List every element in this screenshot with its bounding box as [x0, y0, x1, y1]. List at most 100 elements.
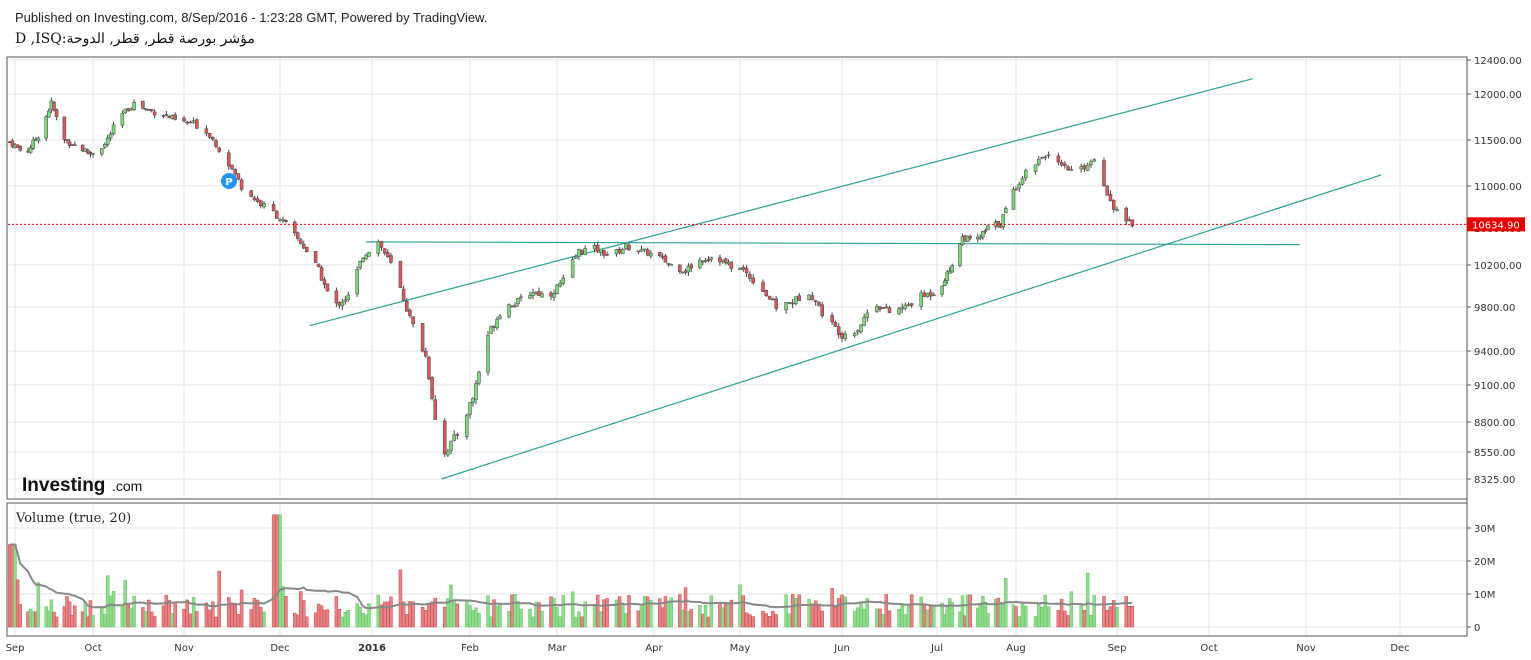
- candle-body: [495, 319, 499, 329]
- x-tick-label: Apr: [645, 643, 663, 654]
- candle-body: [477, 371, 481, 384]
- candle-body: [881, 307, 885, 309]
- volume-bar: [1085, 572, 1090, 628]
- volume-bar: [561, 595, 565, 628]
- candle-body: [706, 259, 711, 261]
- volume-bar: [1108, 606, 1113, 628]
- candle-body: [126, 108, 130, 112]
- x-tick-label: May: [730, 643, 751, 654]
- volume-bar: [489, 616, 493, 628]
- candle-body: [549, 292, 553, 297]
- volume-bar: [748, 614, 752, 628]
- event-marker-circle[interactable]: [221, 173, 237, 189]
- volume-bar: [262, 611, 266, 628]
- candle-body: [170, 115, 175, 119]
- candle-body: [1085, 164, 1090, 171]
- candle-body: [364, 254, 368, 259]
- candle-body: [54, 109, 59, 117]
- volume-bar: [322, 609, 327, 628]
- volume-bar: [887, 610, 892, 628]
- volume-bar: [259, 606, 263, 628]
- candle-body: [784, 302, 788, 311]
- candle-body: [986, 225, 990, 231]
- trend-line[interactable]: [366, 241, 1300, 246]
- candle-body: [214, 140, 218, 147]
- volume-bar: [398, 569, 403, 628]
- candle-body: [355, 269, 359, 295]
- candle-body: [774, 298, 778, 309]
- volume-bar: [627, 595, 631, 628]
- candle-body: [423, 350, 428, 357]
- volume-bar: [108, 595, 113, 628]
- candle-body: [18, 145, 22, 151]
- candle-body: [660, 256, 665, 258]
- candle-body: [836, 326, 841, 336]
- candle-body: [486, 334, 490, 373]
- candle-body: [271, 203, 276, 212]
- volume-bar: [790, 594, 795, 628]
- volume-bar: [1079, 605, 1083, 628]
- volume-bar: [449, 584, 453, 628]
- candle-body: [262, 203, 266, 208]
- trend-line[interactable]: [309, 78, 1253, 327]
- candle-body: [592, 244, 597, 250]
- candle-body: [1040, 156, 1044, 159]
- volume-bar: [477, 612, 481, 628]
- volume-bar: [252, 598, 257, 628]
- candle-body: [358, 261, 362, 269]
- candle-body: [489, 326, 493, 334]
- volume-bar: [185, 599, 189, 628]
- y-tick-label: 12400.00: [1474, 56, 1522, 67]
- volume-bar: [1056, 610, 1061, 628]
- candle-body: [507, 304, 511, 318]
- volume-bar: [36, 582, 41, 628]
- candle-body: [1043, 156, 1048, 159]
- candle-body: [427, 357, 431, 380]
- volume-bar: [1069, 591, 1074, 628]
- candle-body: [1001, 214, 1006, 228]
- candle-body: [794, 296, 798, 304]
- volume-bar: [88, 600, 93, 628]
- trend-line[interactable]: [441, 174, 1382, 480]
- candle-body: [1105, 185, 1109, 196]
- x-tick-label: Mar: [548, 643, 568, 654]
- candle-body: [411, 316, 415, 325]
- y-tick-label: 9800.00: [1474, 303, 1515, 314]
- candle-body: [810, 295, 815, 301]
- candle-body: [252, 197, 257, 201]
- volume-bar: [452, 599, 456, 628]
- volume-bar: [599, 611, 603, 628]
- volume-bar: [592, 604, 597, 628]
- y-tick-label: 9100.00: [1474, 381, 1515, 392]
- candle-body: [73, 144, 77, 146]
- volume-bar: [424, 610, 428, 628]
- volume-bar: [583, 601, 587, 628]
- candle-body: [195, 119, 199, 129]
- candle-body: [471, 397, 475, 403]
- candle-body: [1024, 170, 1028, 179]
- candle-body: [301, 244, 306, 249]
- candle-body: [729, 261, 734, 269]
- volume-bar: [852, 610, 857, 628]
- volume-bar: [1115, 607, 1119, 628]
- trend-lines: [309, 78, 1382, 480]
- candle-body: [945, 271, 949, 281]
- volume-bar: [170, 613, 174, 628]
- volume-tick-label: 30M: [1474, 524, 1495, 535]
- volume-bar: [909, 594, 914, 628]
- volume-bar: [669, 597, 673, 628]
- candle-body: [820, 304, 825, 317]
- candle-body: [111, 124, 116, 134]
- volume-bar: [1124, 596, 1128, 628]
- event-marker[interactable]: P: [221, 173, 237, 189]
- candle-body: [255, 198, 260, 202]
- volume-tick-label: 20M: [1474, 557, 1495, 568]
- candle-body: [420, 323, 425, 352]
- volume-bar: [767, 616, 772, 628]
- candle-body: [105, 137, 110, 145]
- candle-body: [764, 290, 769, 296]
- volume-bar: [319, 605, 324, 628]
- volume-bar: [833, 606, 838, 628]
- candle-body: [932, 294, 936, 297]
